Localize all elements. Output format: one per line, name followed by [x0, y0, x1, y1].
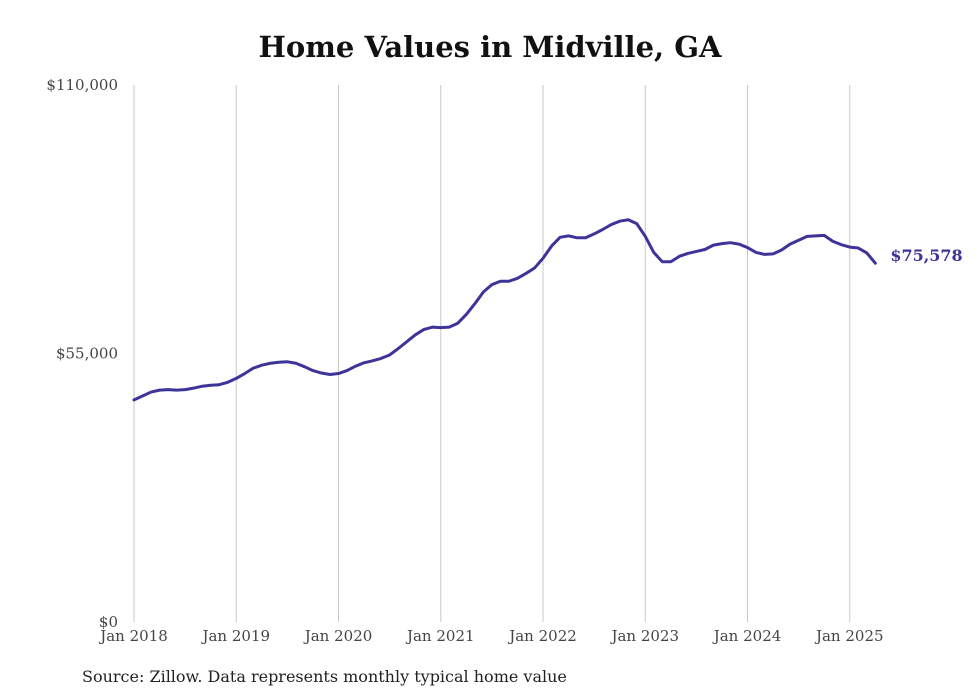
y-tick-label: $0	[99, 613, 118, 631]
y-tick-label: $55,000	[56, 345, 118, 363]
x-tick-label: Jan 2025	[814, 627, 884, 645]
x-tick-label: Jan 2024	[712, 627, 782, 645]
series-line-home-value	[132, 218, 877, 402]
end-label-layer: $75,578	[890, 246, 962, 265]
x-tick-label: Jan 2022	[507, 627, 577, 645]
x-axis-ticks: Jan 2018 Jan 2019 Jan 2020 Jan 2021 Jan 2022…	[98, 627, 883, 645]
x-tick-label: Jan 2023	[609, 627, 679, 645]
y-tick-label: $110,000	[46, 76, 118, 94]
grid-lines	[133, 85, 851, 622]
chart-title: Home Values in Midville, GA	[258, 30, 722, 64]
y-axis-ticks: $0 $55,000 $110,000	[46, 76, 118, 631]
x-tick-label: Jan 2019	[200, 627, 270, 645]
x-tick-label: Jan 2018	[98, 627, 168, 645]
x-tick-label: Jan 2021	[405, 627, 475, 645]
x-tick-label: Jan 2020	[303, 627, 373, 645]
source-note: Source: Zillow. Data represents monthly …	[82, 667, 567, 686]
line-chart: $0$55,000$110,000 Jan 2018 Jan 2019 Jan 20…	[46, 76, 962, 645]
end-value-label: $75,578	[890, 246, 962, 265]
series-layer	[132, 218, 877, 402]
